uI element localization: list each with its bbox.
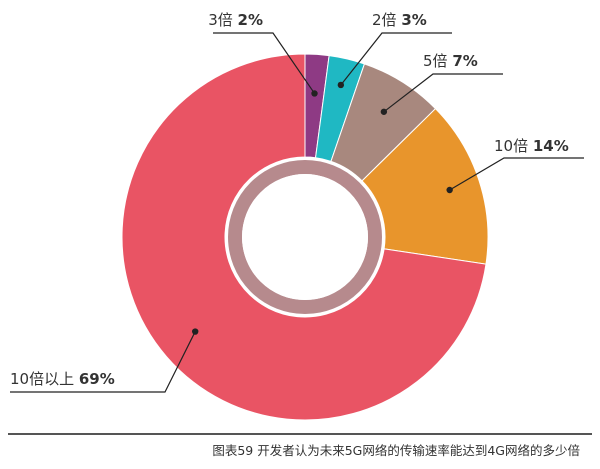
- donut-center: [228, 160, 382, 314]
- leader-line: [213, 32, 316, 94]
- leader-line: [340, 32, 452, 86]
- leader-line: [449, 157, 584, 191]
- slices: [121, 53, 489, 421]
- leader-line: [10, 331, 196, 393]
- slice-label: 2倍 3%: [372, 11, 427, 29]
- slice-3: [361, 107, 489, 265]
- inner-ring: [228, 160, 382, 314]
- slice-4: [121, 53, 487, 421]
- caption-rule: [8, 433, 592, 435]
- leader-line: [383, 73, 503, 113]
- center-hole: [242, 174, 368, 300]
- slice-label: 10倍以上 69%: [10, 370, 115, 388]
- slice-label: 10倍 14%: [494, 137, 569, 155]
- figure-caption: 图表59 开发者认为未来5G网络的传输速率能达到4G网络的多少倍: [212, 443, 580, 458]
- leader-lines: [10, 32, 584, 393]
- slice-label: 5倍 7%: [423, 52, 478, 70]
- slice-labels: 3倍 2% 2倍 3% 5倍 7% 10倍 14% 10倍以上 69%: [10, 11, 569, 388]
- slice-label: 3倍 2%: [208, 11, 263, 29]
